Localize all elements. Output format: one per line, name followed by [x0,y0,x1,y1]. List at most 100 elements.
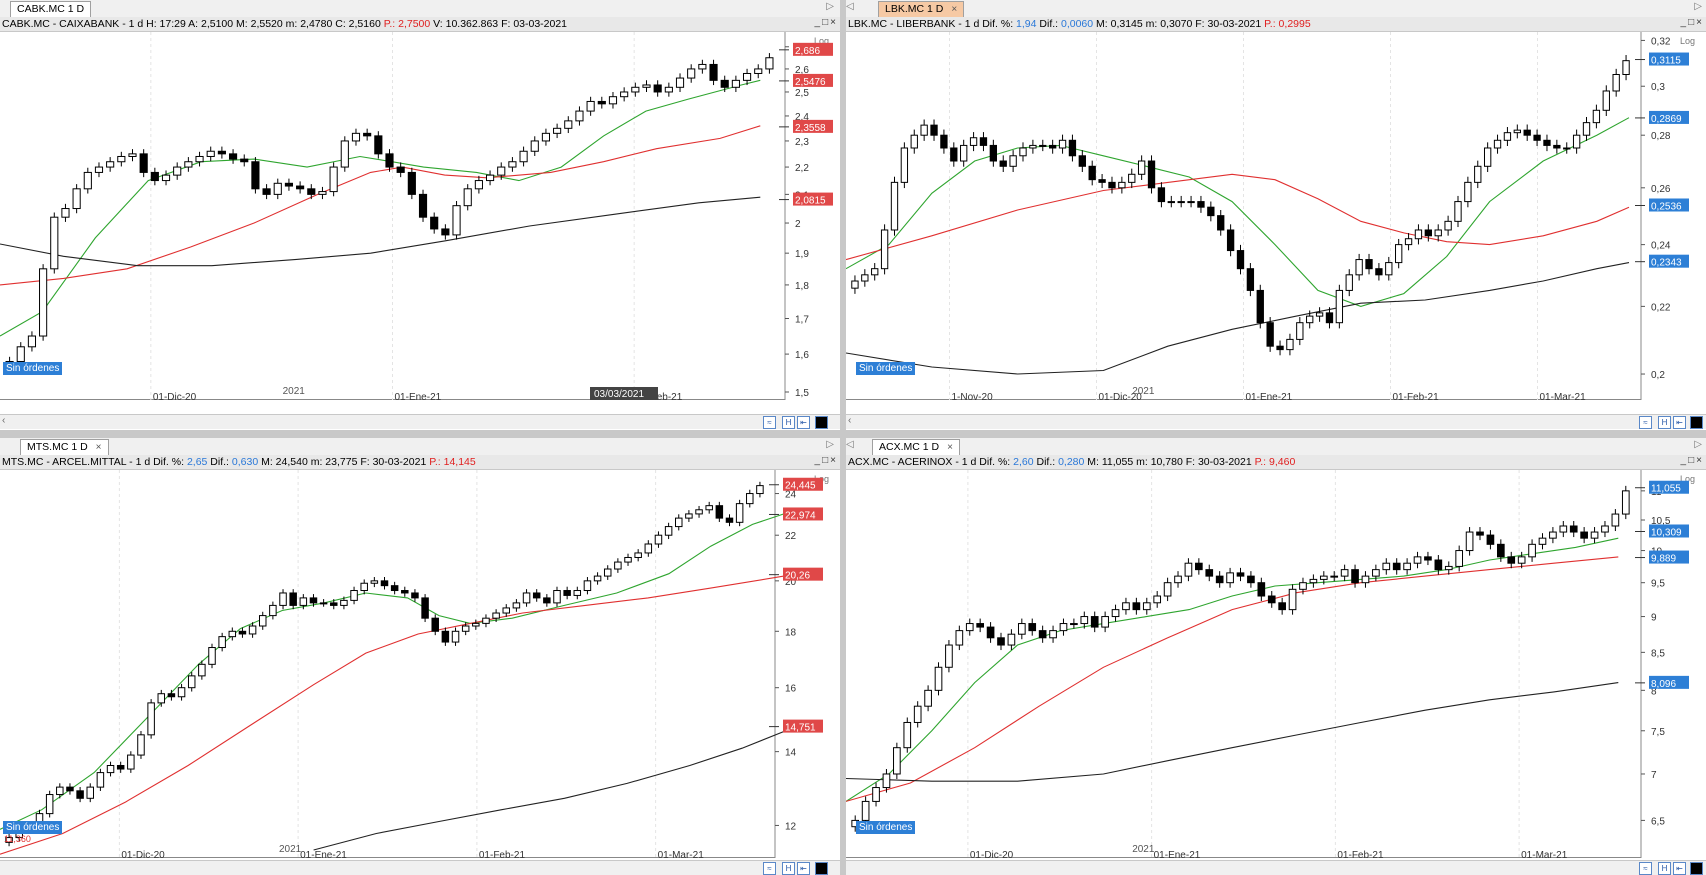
candle-body [1602,90,1610,111]
tab-scroll-right-icon[interactable]: ▷ [1694,1,1702,12]
candle-body [725,517,734,523]
candle-body [913,705,922,723]
candle-body [695,509,703,515]
candle-body [218,636,226,649]
candle-body [128,153,137,157]
pointer-icon[interactable]: ⇤ [1673,862,1686,875]
candle-body [1592,109,1601,124]
tab-lbk[interactable]: LBK.MC 1 D × [878,1,965,17]
scroll-left-icon[interactable]: ‹ [848,415,852,426]
candle-body [532,592,541,599]
y-tick-label: 22 [785,531,797,542]
candle-body [1278,602,1286,611]
layout-icon[interactable]: H [1658,416,1671,429]
y-tick-label: 16 [785,684,797,695]
tab-close-icon[interactable]: × [951,4,958,15]
x-tick-label: 01-Dic-20 [153,392,197,400]
window-controls[interactable]: _□× [1680,455,1704,466]
price-tag-box [1649,550,1689,564]
color-icon[interactable] [815,862,828,875]
candle-body [228,630,237,638]
candle-body [1098,179,1106,183]
price-tag-label: 0,2869 [1651,114,1682,125]
pointer-icon[interactable]: ⇤ [797,416,810,429]
y-tick-label: 0,28 [1651,131,1671,142]
candle-body [976,623,984,628]
tab-mts[interactable]: MTS.MC 1 D × [20,439,109,455]
candle-body [86,786,94,799]
tab-close-icon[interactable]: × [947,442,953,453]
candle-body [685,513,693,519]
pane-divider-horizontal[interactable] [0,430,1706,438]
sin-ordenes-badge[interactable]: Sin órdenes [3,362,63,375]
tab-scroll-left-icon[interactable]: ◁ [846,1,854,12]
symbol-info-bar: ACX.MC - ACERINOX - 1 d Dif. %: 2,60 Dif… [846,455,1706,470]
price-chart[interactable]: Log2422201816141201-Dic-2001-Ene-2101-Fe… [0,470,840,858]
window-controls[interactable]: _□× [814,17,838,28]
candle-body [597,100,606,105]
candle-body [989,144,998,162]
chart-tool-icon[interactable]: ≈ [763,416,776,429]
sin-ordenes-badge[interactable]: Sin órdenes [856,362,916,375]
color-icon[interactable] [815,416,828,429]
x-tick-label: 01-Ene-21 [1154,850,1201,858]
info-price: P.: 9,460 [1254,456,1296,468]
candle-body [1184,562,1193,577]
candle-body [1187,201,1195,204]
window-controls[interactable]: _□× [1680,17,1704,28]
candle-body [675,77,685,88]
candle-body [900,147,909,183]
chart-tool-icon[interactable]: ≈ [1639,862,1652,875]
tab-scroll-right-icon[interactable]: ▷ [1694,439,1702,450]
color-icon[interactable] [1690,416,1703,429]
window-controls[interactable]: _□× [814,455,838,466]
candle-body [150,171,159,182]
candle-body [1621,490,1630,515]
layout-icon[interactable]: H [782,416,795,429]
tab-scroll-right-icon[interactable]: ▷ [826,439,834,450]
y-tick-label: 0,3 [1651,82,1665,93]
candle-body [624,556,632,563]
layout-icon[interactable]: H [1658,862,1671,875]
color-icon[interactable] [1690,862,1703,875]
candle-body [16,346,25,362]
y-tick-label: 20 [785,577,797,588]
candle-body [664,86,673,93]
tab-scroll-right-icon[interactable]: ▷ [826,1,834,12]
candle-body [248,625,257,635]
scroll-left-icon[interactable]: ‹ [2,415,6,426]
candle-body [319,602,328,605]
sin-ordenes-badge[interactable]: Sin órdenes [856,821,916,834]
chart-tool-icon[interactable]: ≈ [763,862,776,875]
candle-body [965,623,974,632]
candle-body [195,155,204,163]
candle-body [1424,556,1432,561]
candle-body [742,72,752,81]
y-tick-label: 14 [785,748,797,759]
tab-cabk[interactable]: CABK.MC 1 D [10,1,92,17]
y-tick-label: 7 [1651,770,1657,781]
pointer-icon[interactable]: ⇤ [1673,416,1686,429]
tab-bar: MTS.MC 1 D × ▷ [0,438,840,456]
candle-body [715,505,724,519]
candle-body [910,134,918,149]
candle-body [997,637,1005,646]
pointer-icon[interactable]: ⇤ [797,862,810,875]
sin-ordenes-badge[interactable]: Sin órdenes [3,821,63,834]
candle-body [137,734,145,756]
layout-icon[interactable]: H [782,862,795,875]
chart-tool-icon[interactable]: ≈ [1639,416,1652,429]
price-tag-label: 8,096 [1651,679,1676,690]
candle-body [1572,134,1581,149]
price-chart[interactable]: Log1110,5109,598,587,576,501-Dic-2001-En… [846,470,1706,858]
candle-body [924,689,932,707]
tab-acx[interactable]: ACX.MC 1 D × [872,439,960,455]
candle-body [1474,165,1482,183]
price-chart[interactable]: Log2,72,62,52,42,32,22,121,91,81,71,61,5… [0,32,840,400]
price-chart[interactable]: Log 0,32 0,3 0,28 0,26 0,24 0,22 0,2 1-Nov-20 01-… [846,32,1706,400]
tab-scroll-left-icon[interactable]: ◁ [846,439,854,450]
candle-body [1122,602,1130,611]
candle-body [45,794,54,815]
price-tag-box [783,567,823,581]
tab-close-icon[interactable]: × [95,442,102,453]
